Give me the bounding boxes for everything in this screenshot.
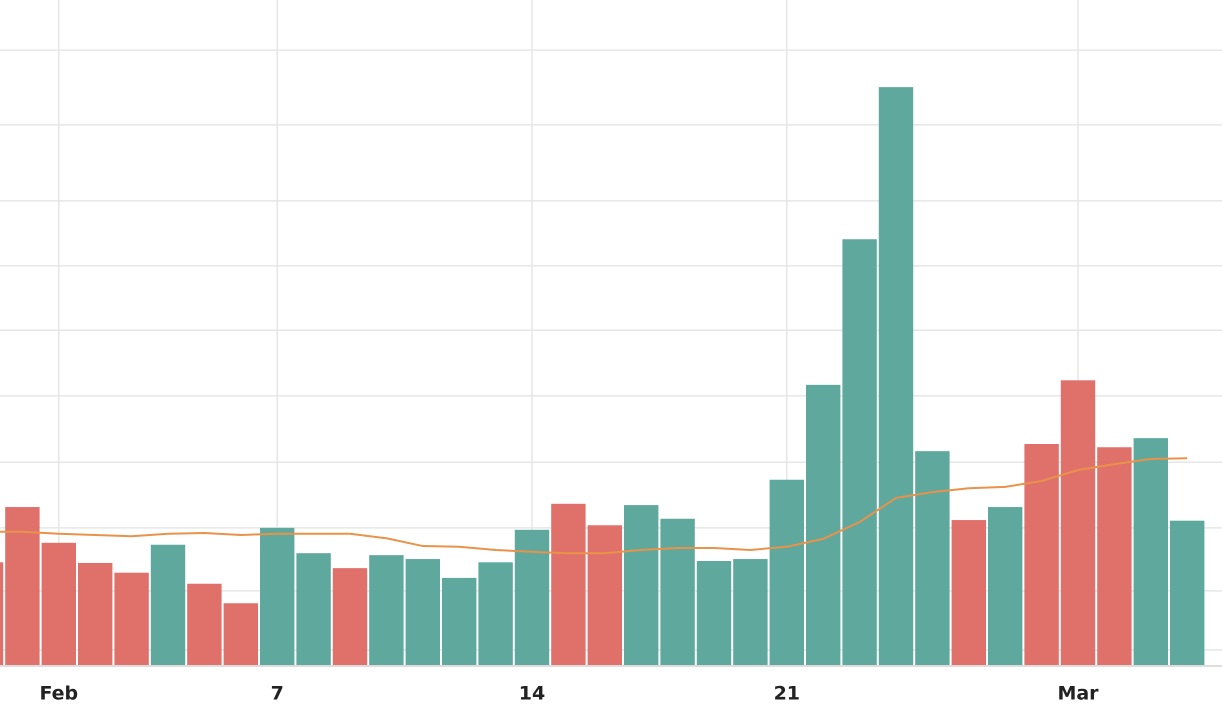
bar [915,451,950,665]
bar [696,561,732,665]
bar [842,239,877,665]
moving-average-line [0,457,1188,555]
bar [1060,380,1096,665]
bar [951,520,986,665]
bar [5,507,40,665]
bar [988,507,1023,665]
bar [733,559,768,665]
bar [405,559,440,665]
x-tick-label: 7 [271,683,284,705]
bar [442,577,477,665]
bar [223,603,258,665]
bar [1170,520,1205,665]
bar [551,503,586,665]
bar [332,568,368,665]
bar [0,562,4,665]
bar [660,518,695,665]
x-tick-label: 21 [774,683,800,705]
bar [1133,438,1168,665]
bar [624,505,659,665]
bar [1097,447,1132,665]
bar [769,479,804,665]
bar [296,553,331,665]
bar [41,542,76,665]
bar [369,555,404,665]
bar [150,544,186,665]
bar [187,583,222,665]
bar [587,525,622,665]
bar [78,562,113,665]
x-tick-label: Feb [39,683,78,705]
x-tick-label: 14 [519,683,545,705]
bar [806,384,841,665]
x-tick-label: Mar [1057,683,1099,705]
bar [478,562,513,665]
bar [114,572,149,665]
bar [514,529,550,665]
bar [260,527,295,665]
bar [878,87,914,665]
